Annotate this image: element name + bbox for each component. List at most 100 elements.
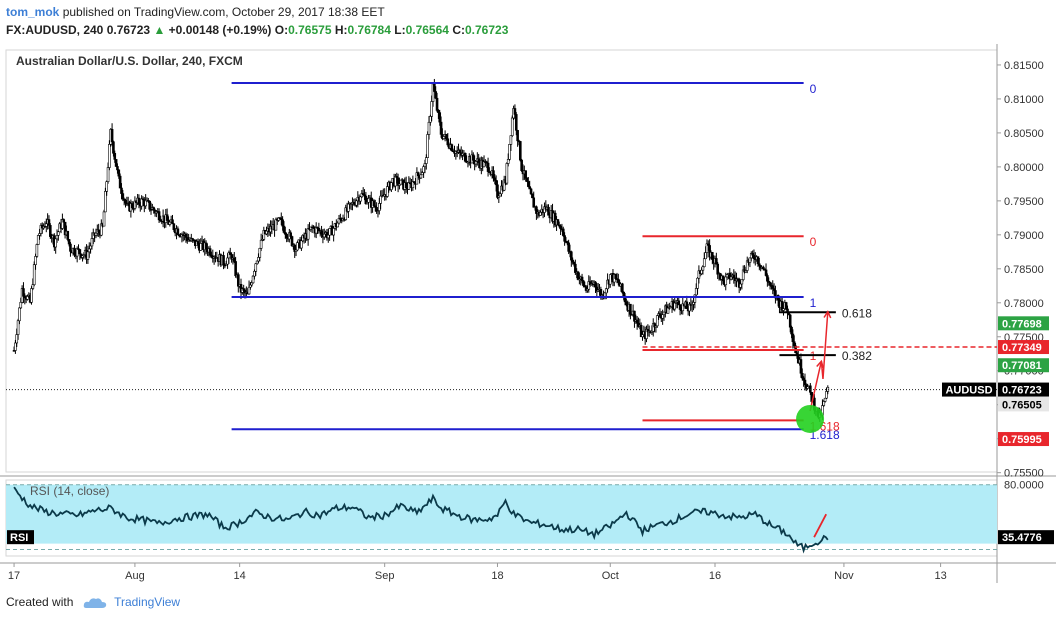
candle-body [693,294,697,303]
created-label: Created with [6,595,74,609]
fib-blue-level-label: 0 [810,82,817,96]
candle-body [90,238,94,247]
chart-title: Australian Dollar/U.S. Dollar, 240, FXCM [16,54,243,68]
candle-body [673,302,677,310]
candle-body [148,200,151,210]
candle-body [764,269,768,276]
candle-body [347,203,350,212]
chart-canvas[interactable]: Australian Dollar/U.S. Dollar, 240, FXCM… [0,44,1056,583]
y-tick-label: 0.81500 [1004,60,1044,72]
low-value: 0.76564 [405,23,449,37]
candle-body [285,233,288,239]
candle-body [635,319,639,324]
candle-body [472,154,475,161]
candle-body [724,276,728,286]
candle-body [531,193,534,199]
x-tick-label: Nov [834,570,854,582]
price-tag: 0.76505 [1002,399,1042,411]
candle-body [106,167,110,182]
candle-body [463,152,467,162]
candle-body [47,219,51,226]
candle-body [147,200,150,202]
x-tick-label: 14 [234,570,246,582]
candle-body [582,280,585,286]
candle-body [254,263,258,272]
candle-body [416,172,420,177]
candle-body [539,212,542,216]
candle-body [386,186,389,197]
candle-body [655,315,659,327]
candle-body [86,251,90,260]
publish-line: tom_mok published on TradingView.com, Oc… [6,5,385,19]
candle-body [62,219,66,223]
candle-body [692,302,695,305]
candle-body [16,320,20,335]
price-pane [5,49,998,473]
candle-body [35,244,39,257]
candle-body [759,265,762,269]
candle-body [26,296,29,300]
price-tag-bg [998,358,1049,373]
symbol-tag: AUDUSD [945,385,992,397]
close-label: C: [452,23,465,37]
candle-body [685,301,689,309]
candle-body [678,304,682,310]
candle-body [745,260,749,271]
candle-body [572,261,576,265]
candle-body [514,114,518,131]
candle-body [800,372,804,379]
rsi-pane-tag: RSI [10,532,28,544]
x-tick-label: 18 [491,570,503,582]
candle-body [429,116,432,123]
candle-body [322,233,326,238]
candle-body [108,144,111,168]
candle-body [118,175,122,189]
rsi-line [13,486,829,554]
candle-body [191,238,194,241]
candle-body [259,239,263,249]
candle-body [525,178,529,182]
price-tag-bg [998,316,1049,331]
candle-body [493,177,497,181]
candle-body [740,279,744,285]
candle-body [367,197,370,203]
candle-body [494,180,498,186]
candle-body [281,219,284,227]
candle-body [662,311,666,315]
candle-body [434,91,438,99]
price-tag: 0.77698 [1002,318,1042,330]
candle-body [822,401,826,406]
candle-body [792,341,796,347]
candle-body [184,233,188,238]
candle-body [803,379,807,385]
arrowhead [823,310,832,319]
price-tag-bg [998,432,1049,447]
candle-body [105,181,109,192]
open-label: O: [274,23,289,37]
candle-body [140,198,143,207]
candle-body [237,274,240,287]
candle-body [102,211,106,227]
candle-body [748,257,752,263]
candle-body [247,286,251,295]
candle-body [121,193,125,200]
candle-body [661,314,664,319]
rsi-annotation-line [813,513,827,538]
candle-body [442,136,446,139]
candle-body [518,141,522,161]
candle-body [437,110,440,113]
candle-body [204,242,208,250]
author-link[interactable]: tom_mok [6,5,60,19]
candle-body [144,200,147,207]
candle-body [520,159,523,171]
candle-body [289,232,292,237]
tradingview-link[interactable]: TradingView [114,595,181,609]
candle-body [372,200,376,207]
candle-body [771,285,775,289]
price-tag-bg [998,397,1049,412]
candle-body [110,129,114,143]
candle-body [474,161,478,165]
rsi-pane-tag-bg [7,530,34,545]
candle-body [704,252,707,260]
candle-body [232,257,236,262]
